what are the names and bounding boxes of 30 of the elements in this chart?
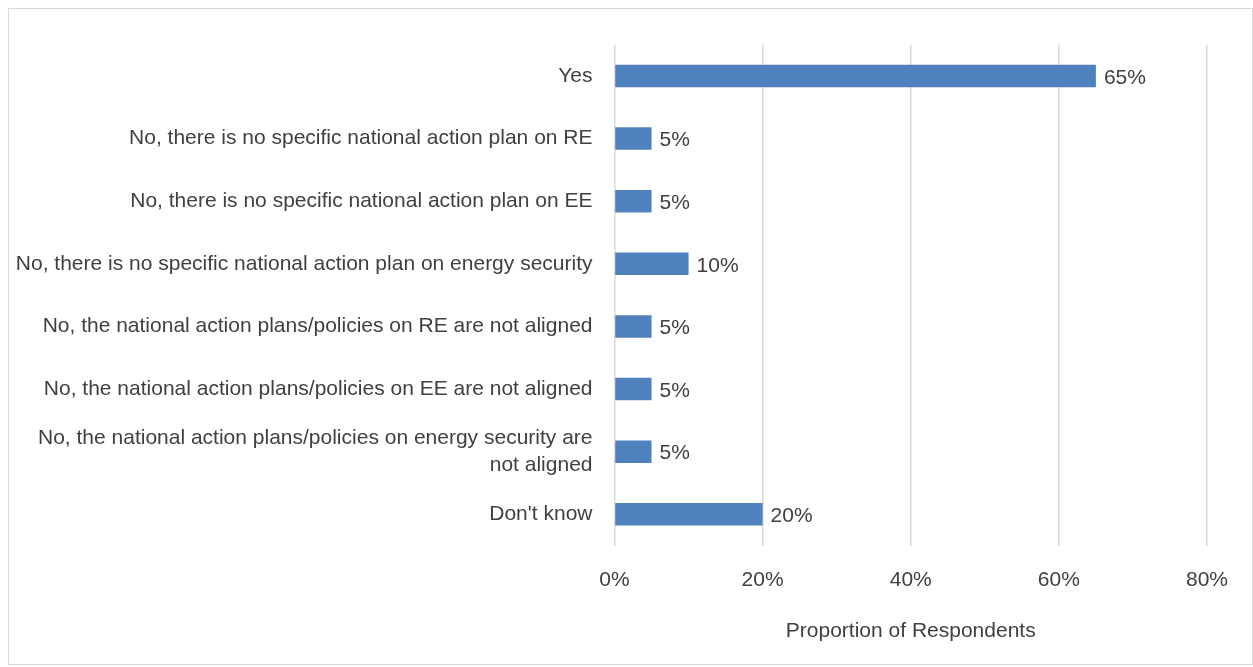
x-tick-label: 60% bbox=[1037, 567, 1080, 590]
x-tick-label: 40% bbox=[889, 567, 932, 590]
bar bbox=[615, 315, 652, 338]
data-label: 5% bbox=[659, 377, 690, 401]
data-label: 5% bbox=[659, 127, 690, 151]
data-label: 5% bbox=[659, 440, 690, 464]
y-tick-label: No, the national action plans/policies on energy security are not aligned bbox=[38, 424, 593, 476]
x-tick-label: 20% bbox=[741, 567, 784, 590]
bar bbox=[615, 440, 652, 463]
bar bbox=[615, 64, 1096, 88]
x-tick-label: 80% bbox=[1185, 567, 1228, 590]
bar bbox=[615, 252, 689, 276]
bar bbox=[615, 189, 652, 213]
x-axis-title: Proportion of Respondents bbox=[785, 618, 1036, 642]
data-label: 5% bbox=[659, 315, 690, 339]
y-tick-label: Yes bbox=[558, 62, 593, 86]
x-tick-label: 0% bbox=[599, 567, 630, 590]
data-label: 10% bbox=[696, 252, 739, 276]
y-tick-label: No, there is no specific national action plan on energy security bbox=[15, 250, 593, 274]
data-label: 65% bbox=[1103, 64, 1146, 88]
y-tick-label: No, the national action plans/policies on EE are not aligned bbox=[43, 375, 593, 399]
bar bbox=[615, 503, 763, 526]
y-tick-label: No, the national action plans/policies on RE are not aligned bbox=[42, 313, 593, 337]
bar bbox=[615, 127, 652, 150]
data-label: 5% bbox=[659, 189, 690, 213]
y-tick-label: No, there is no specific national action plan on RE bbox=[129, 125, 593, 149]
y-tick-label: No, there is no specific national action plan on EE bbox=[130, 187, 593, 211]
bar bbox=[615, 377, 652, 401]
y-tick-label: Don't know bbox=[489, 501, 594, 525]
data-label: 20% bbox=[770, 503, 813, 527]
